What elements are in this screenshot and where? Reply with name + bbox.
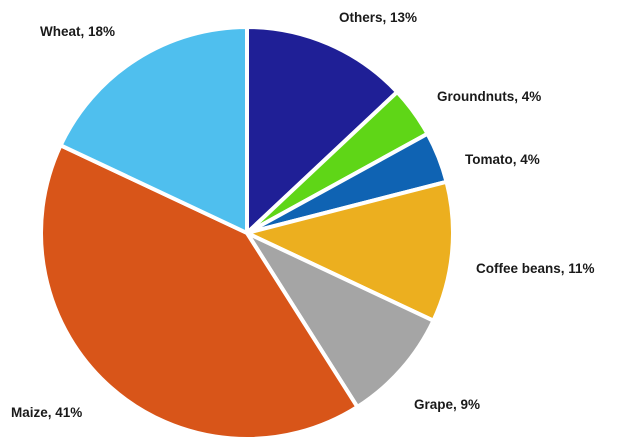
label-coffee-beans: Coffee beans, 11% [476, 261, 595, 276]
slice-grape [245, 231, 436, 409]
slice-wheat [58, 25, 249, 235]
slice-maize [39, 143, 360, 441]
label-maize: Maize, 41% [11, 405, 82, 420]
label-grape: Grape, 9% [414, 397, 480, 412]
slice-others [245, 25, 400, 235]
label-others: Others, 13% [339, 10, 417, 25]
slice-coffee-beans [245, 179, 455, 323]
label-wheat: Wheat, 18% [40, 24, 115, 39]
pie-labels: Others, 13% Groundnuts, 4% Tomato, 4% Co… [11, 10, 595, 420]
pie-slices [39, 25, 455, 441]
label-tomato: Tomato, 4% [465, 152, 540, 167]
label-groundnuts: Groundnuts, 4% [437, 89, 541, 104]
